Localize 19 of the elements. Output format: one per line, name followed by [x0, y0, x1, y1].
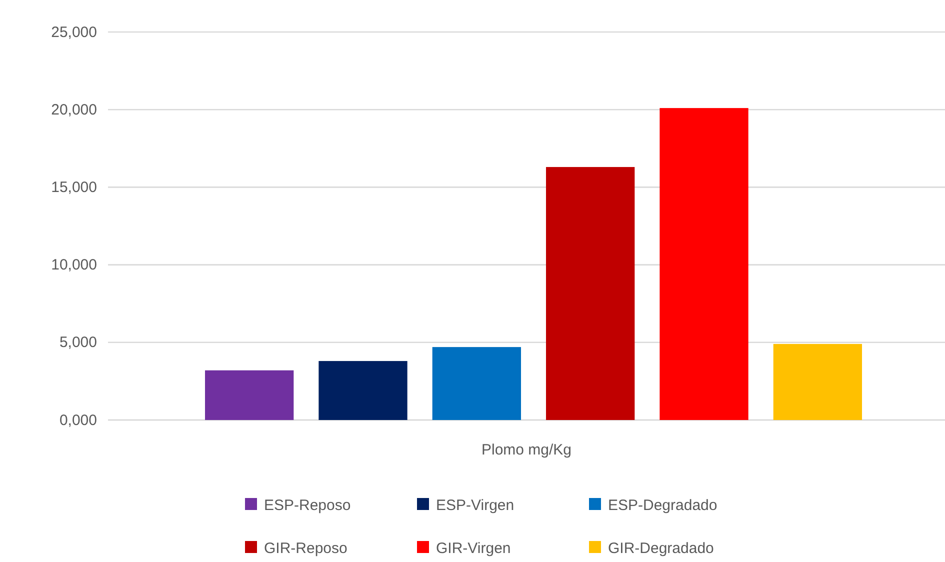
- legend-label: GIR-Reposo: [264, 540, 348, 557]
- y-tick-label: 15,000: [51, 179, 97, 196]
- legend-label: GIR-Virgen: [436, 540, 511, 557]
- legend-label: GIR-Degradado: [608, 540, 714, 557]
- x-tick-label: Plomo mg/Kg: [481, 442, 572, 459]
- legend-label: ESP-Reposo: [264, 497, 351, 514]
- legend-label: ESP-Virgen: [436, 497, 514, 514]
- bar: [318, 361, 408, 420]
- bar: [205, 370, 294, 420]
- bar: [432, 347, 521, 420]
- bar: [773, 344, 862, 420]
- y-tick-label: 10,000: [51, 256, 97, 274]
- legend-label: ESP-Degradado: [608, 497, 718, 514]
- y-tick-label: 20,000: [51, 101, 97, 118]
- y-tick-label: 5,000: [59, 334, 97, 352]
- bar: [660, 108, 748, 420]
- y-tick-label: 0,000: [59, 412, 97, 429]
- bar: [546, 167, 635, 420]
- y-tick-label: 25,000: [51, 24, 97, 41]
